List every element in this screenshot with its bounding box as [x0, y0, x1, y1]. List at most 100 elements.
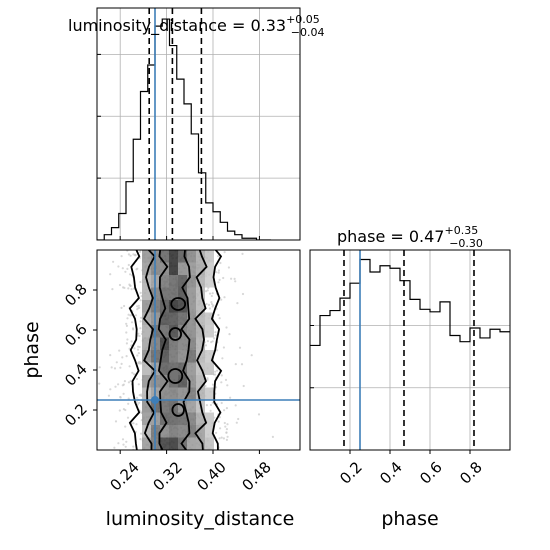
density-cell [169, 350, 178, 363]
sample-point [206, 289, 209, 292]
density-cell [178, 387, 187, 400]
sample-point [136, 403, 139, 406]
sample-point [216, 369, 219, 372]
density-cell [169, 437, 178, 450]
sample-point [236, 302, 239, 305]
density-cell [196, 350, 205, 363]
contour-blob-2 [170, 297, 187, 311]
density-cell [196, 437, 205, 450]
hist-phase-grid [310, 250, 510, 450]
hist-step-luminosity-distance [97, 18, 271, 240]
xtick-label-phase-1: 0.4 [376, 458, 406, 488]
density-cell [187, 312, 196, 325]
contour-blob-1 [168, 327, 183, 341]
sample-point [114, 385, 117, 388]
sample-point [214, 331, 217, 334]
sample-point [137, 361, 140, 365]
density-cell [142, 262, 151, 275]
hist-step-phase [310, 258, 510, 347]
sample-point [118, 283, 122, 287]
density-cell [187, 350, 196, 363]
contour-panel-frame [96, 249, 301, 451]
density-cell [196, 300, 205, 313]
sample-point [127, 253, 130, 256]
sample-point [120, 362, 123, 365]
sample-point [225, 428, 228, 431]
sample-point [224, 378, 228, 381]
sample-point [234, 280, 237, 283]
sample-point [138, 401, 141, 404]
density-cell [196, 387, 205, 400]
sample-point [226, 435, 229, 438]
contour-right-1 [194, 250, 208, 450]
sample-point [241, 292, 245, 296]
density-cell [142, 362, 151, 375]
density-cell [178, 425, 187, 438]
sample-point [117, 265, 120, 268]
hist-phase-frame [309, 249, 511, 451]
density-cell [169, 287, 178, 300]
sample-point [129, 284, 132, 287]
sample-point [127, 287, 130, 290]
sample-point [220, 381, 223, 384]
xtick-label-ld-2: 0.40 [193, 458, 229, 494]
density-cell [196, 275, 205, 288]
sample-point [139, 327, 142, 330]
sample-point [127, 397, 130, 400]
sample-point [138, 306, 141, 309]
density-cell [205, 275, 214, 288]
sample-point [124, 270, 127, 273]
density-cell [196, 312, 205, 325]
sample-point [214, 373, 217, 376]
sample-point [140, 316, 143, 319]
sample-point [208, 307, 211, 310]
sample-point [120, 306, 123, 309]
sample-point [209, 409, 212, 412]
ytick-label-phase-1: 0.4 [61, 360, 91, 390]
sample-point [218, 437, 221, 440]
ylabel-phase: phase [21, 321, 43, 378]
density-grid [142, 250, 214, 450]
sample-point [235, 421, 238, 424]
sample-point [132, 328, 135, 331]
contour-blob-0 [167, 368, 184, 384]
density-cell [160, 312, 169, 325]
sample-point [217, 420, 220, 423]
sample-point [125, 355, 128, 358]
sample-point [94, 265, 96, 267]
sample-point [271, 435, 274, 438]
sample-point [132, 422, 135, 425]
density-cell [142, 312, 151, 325]
sample-point [133, 347, 136, 350]
sample-point [250, 354, 253, 357]
sample-point [110, 366, 113, 369]
sample-point [136, 305, 139, 308]
sample-point [121, 356, 124, 359]
sample-point [131, 371, 134, 374]
density-cell [142, 337, 151, 350]
sample-point [217, 313, 220, 317]
ytick-label-phase-0: 0.2 [61, 400, 91, 430]
sample-point [118, 409, 121, 412]
sample-point [223, 421, 226, 425]
sample-point [123, 380, 126, 383]
sample-point [257, 413, 261, 416]
xtick-label-ld-0: 0.24 [106, 458, 142, 494]
xlabel-luminosity-distance: luminosity_distance [106, 508, 295, 530]
sample-point [109, 273, 112, 276]
sample-point [215, 431, 218, 434]
sample-point [237, 417, 240, 421]
sample-point [115, 361, 118, 364]
title-phase: phase = 0.47+0.35 −0.30 [337, 224, 483, 250]
density-cell [169, 375, 178, 388]
sample-point [218, 317, 221, 320]
density-cell [142, 375, 151, 388]
density-cell [142, 250, 151, 263]
sample-point [119, 396, 122, 399]
density-cell [187, 375, 196, 388]
sample-point [238, 346, 242, 349]
sample-point [139, 320, 142, 323]
contour-left-0 [128, 250, 141, 450]
density-cell [160, 350, 169, 363]
density-cell [187, 262, 196, 275]
